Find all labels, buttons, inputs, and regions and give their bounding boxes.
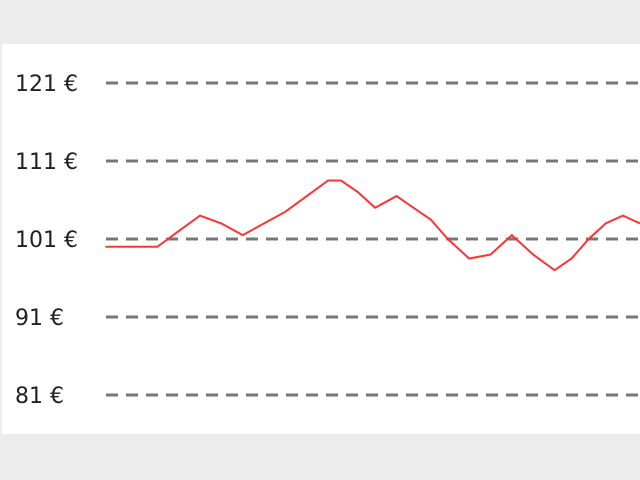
- data-point: [429, 218, 432, 221]
- data-point: [177, 230, 180, 232]
- data-point: [305, 195, 308, 197]
- data-point: [489, 253, 492, 256]
- data-point: [284, 210, 287, 213]
- data-point: [395, 195, 398, 197]
- data-point: [570, 257, 573, 260]
- data-point: [587, 238, 590, 240]
- data-point: [241, 234, 244, 236]
- data-point: [199, 214, 201, 217]
- data-point: [340, 179, 342, 182]
- y-tick-label-81: 81 €: [15, 384, 64, 409]
- data-point: [532, 253, 534, 256]
- data-point: [605, 222, 607, 225]
- data-point: [156, 246, 159, 248]
- data-point: [468, 257, 470, 260]
- y-tick-label-111: 111 €: [15, 150, 78, 175]
- y-tick-label-121: 121 €: [15, 72, 78, 97]
- series-line-0: [106, 179, 640, 272]
- data-point: [327, 179, 329, 182]
- data-point: [412, 207, 415, 209]
- chart-panel: 121 € 111 € 101 € 91 € 81 €: [2, 44, 640, 434]
- data-point: [553, 269, 556, 271]
- data-point: [622, 214, 624, 217]
- y-tick-label-91: 91 €: [15, 306, 64, 331]
- data-point: [357, 191, 359, 193]
- data-point: [511, 234, 513, 236]
- data-point: [263, 222, 265, 225]
- data-point: [105, 246, 107, 248]
- data-point: [135, 246, 137, 248]
- line-chart: 121 € 111 € 101 € 91 € 81 €: [15, 72, 640, 409]
- data-point: [220, 222, 223, 225]
- data-point: [446, 238, 449, 240]
- data-point: [374, 207, 376, 209]
- y-tick-label-101: 101 €: [15, 228, 78, 253]
